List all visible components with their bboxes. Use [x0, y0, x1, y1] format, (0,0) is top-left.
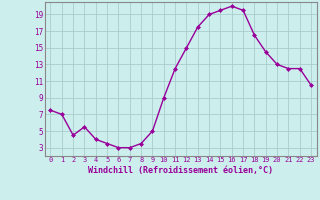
X-axis label: Windchill (Refroidissement éolien,°C): Windchill (Refroidissement éolien,°C) [88, 166, 273, 175]
